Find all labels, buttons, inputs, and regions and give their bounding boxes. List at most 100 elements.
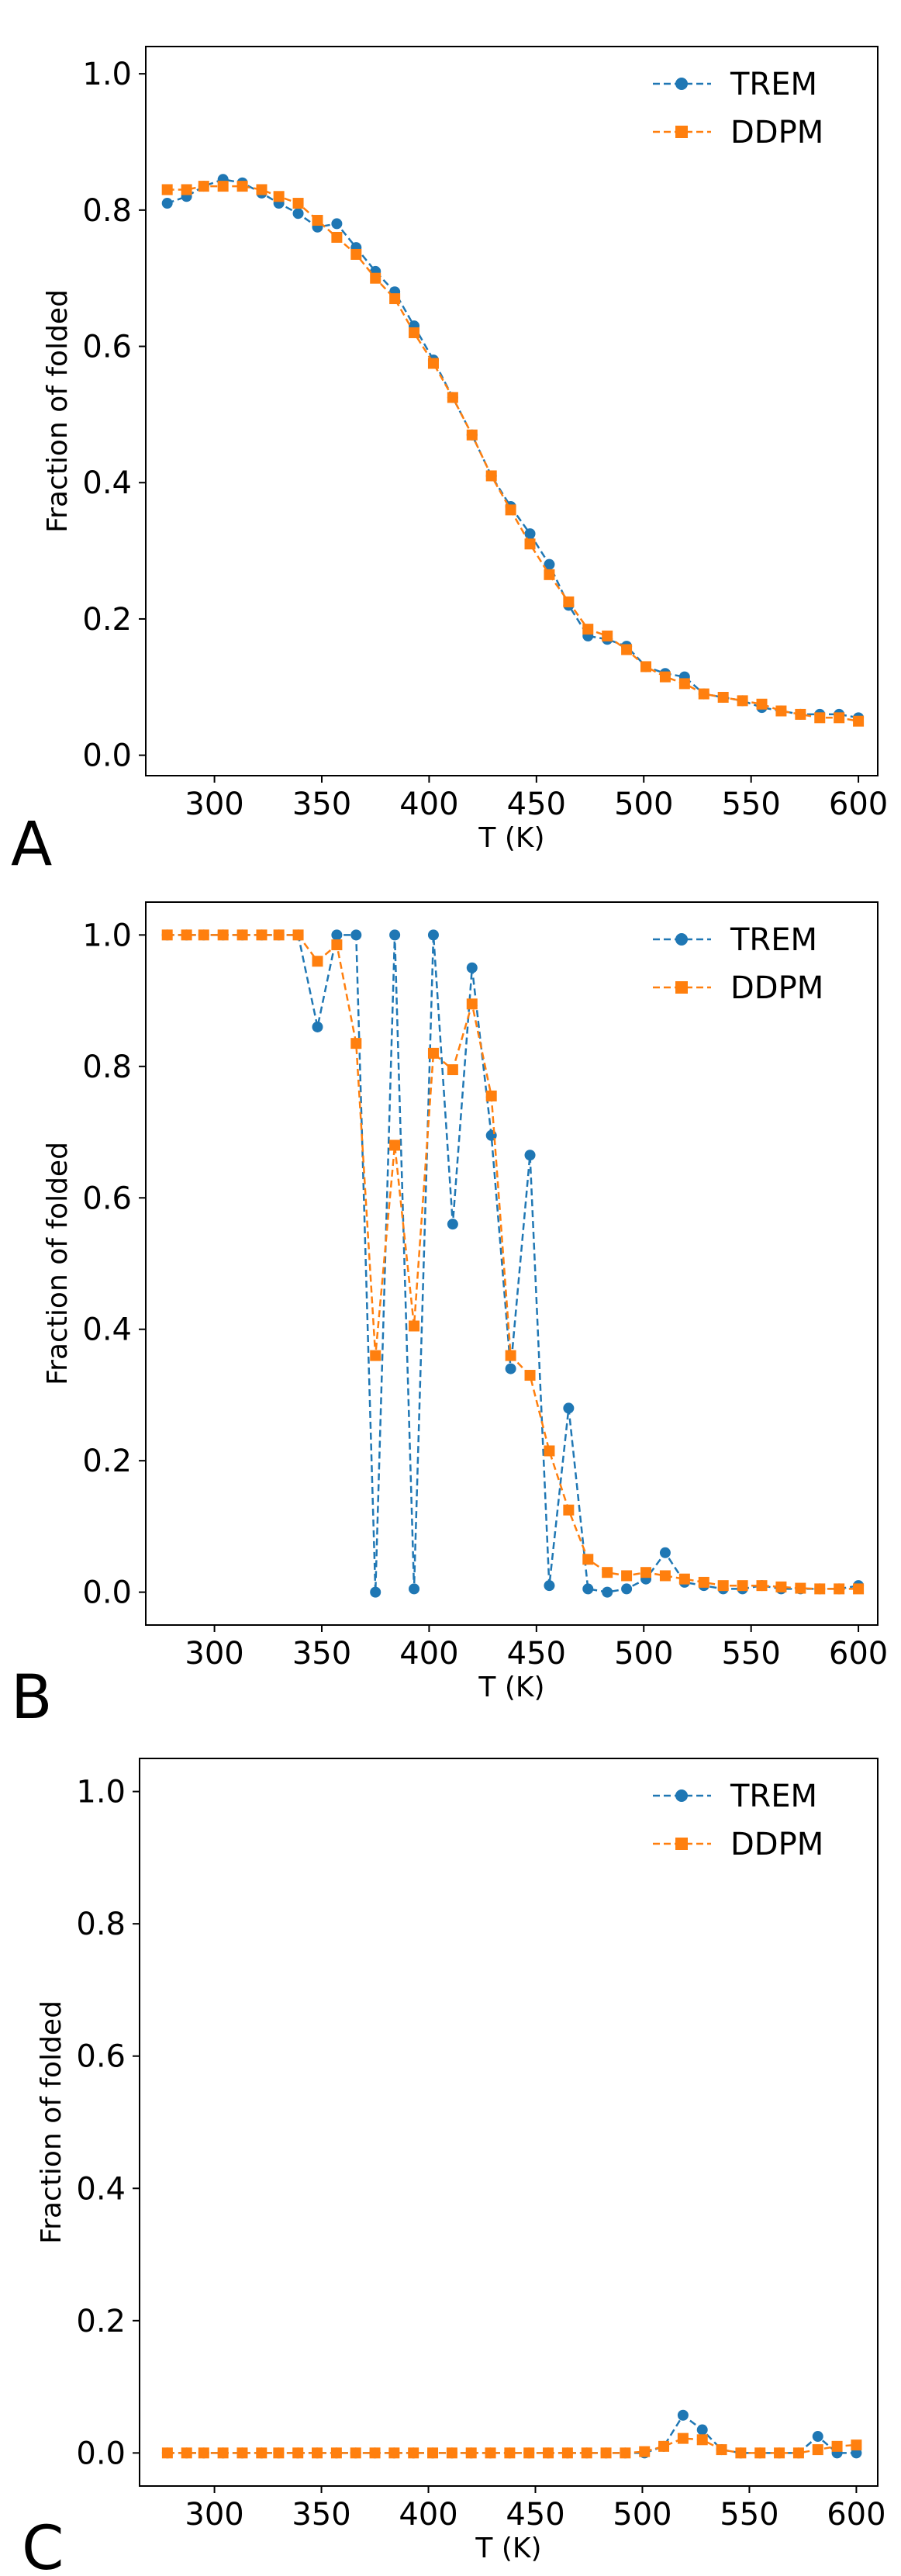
data-point-ddpm xyxy=(350,248,362,260)
data-point-trem xyxy=(447,1219,458,1230)
chart-panel-a: 300 350 400 450 500 550 600 0.0 0.2 0.4 0.6 0.8 1.0 T… xyxy=(11,46,888,880)
y-tick-label: 0.6 xyxy=(76,2039,126,2075)
data-point-ddpm xyxy=(834,712,845,724)
x-axis-label: T (K) xyxy=(475,2533,541,2564)
data-point-ddpm xyxy=(659,671,671,683)
data-point-ddpm xyxy=(737,695,748,707)
x-tick-label: 400 xyxy=(399,2497,457,2533)
data-point-ddpm xyxy=(161,929,173,941)
data-point-ddpm xyxy=(217,181,229,192)
x-tick-label: 500 xyxy=(613,2497,671,2533)
x-tick-label: 500 xyxy=(614,1636,673,1672)
data-point-ddpm xyxy=(524,538,536,550)
legend-marker-trem xyxy=(675,78,688,90)
data-point-trem xyxy=(621,1583,633,1595)
data-point-ddpm xyxy=(485,1090,497,1101)
plot-frame xyxy=(145,901,879,1626)
data-point-trem xyxy=(350,929,362,941)
data-point-trem xyxy=(331,218,343,230)
data-point-ddpm xyxy=(198,929,209,941)
data-point-ddpm xyxy=(582,624,594,635)
plot-frame xyxy=(139,1758,879,2487)
data-point-trem xyxy=(292,208,304,220)
data-point-trem xyxy=(544,558,555,570)
legend-label-trem: TREM xyxy=(730,67,817,102)
data-point-ddpm xyxy=(774,2447,785,2459)
data-point-trem xyxy=(331,929,343,941)
data-point-ddpm xyxy=(716,2444,727,2456)
y-tick-label: 1.0 xyxy=(76,1775,126,1810)
data-point-trem xyxy=(409,1583,420,1595)
x-tick-label: 450 xyxy=(506,2497,564,2533)
data-point-ddpm xyxy=(814,712,826,724)
data-point-ddpm xyxy=(640,661,652,673)
data-point-ddpm xyxy=(485,2447,496,2459)
y-tick-label: 0.2 xyxy=(76,2304,126,2339)
data-point-ddpm xyxy=(331,939,343,951)
data-point-ddpm xyxy=(621,644,633,655)
data-point-ddpm xyxy=(256,184,268,195)
x-tick-label: 350 xyxy=(292,1636,351,1672)
legend-label-trem: TREM xyxy=(730,922,817,958)
data-point-trem xyxy=(677,2409,689,2421)
y-tick-label: 0.8 xyxy=(82,1049,132,1085)
data-point-ddpm xyxy=(678,678,690,690)
data-point-trem xyxy=(161,198,173,209)
data-point-trem xyxy=(544,1580,555,1592)
x-tick-label: 300 xyxy=(185,787,243,822)
data-point-ddpm xyxy=(370,272,381,284)
x-tick-label: 350 xyxy=(292,2497,350,2533)
data-point-ddpm xyxy=(639,2446,651,2457)
data-point-ddpm xyxy=(544,569,555,580)
data-point-trem xyxy=(696,2424,708,2436)
data-point-trem xyxy=(389,929,401,941)
data-point-ddpm xyxy=(678,1573,690,1585)
chart-panel-b: 300 350 400 450 500 550 600 0.0 0.2 0.4 0.6 0.8 1.0 T… xyxy=(11,901,888,1733)
data-point-ddpm xyxy=(696,2434,708,2446)
data-point-ddpm xyxy=(181,2447,192,2459)
data-point-ddpm xyxy=(602,630,613,641)
data-point-ddpm xyxy=(330,2447,342,2459)
data-point-ddpm xyxy=(161,2447,173,2459)
data-point-trem xyxy=(812,2431,823,2443)
data-point-ddpm xyxy=(543,2447,554,2459)
data-point-ddpm xyxy=(409,327,420,338)
data-point-ddpm xyxy=(600,2447,612,2459)
data-point-trem xyxy=(466,962,478,973)
data-point-ddpm xyxy=(256,929,268,941)
data-point-ddpm xyxy=(236,181,248,192)
data-point-ddpm xyxy=(427,2447,439,2459)
data-point-ddpm xyxy=(198,2447,209,2459)
y-tick-label: 0.6 xyxy=(82,1181,132,1216)
x-tick-label: 400 xyxy=(399,1636,458,1672)
legend-label-ddpm: DDPM xyxy=(730,970,823,1006)
x-tick-label: 550 xyxy=(721,1636,780,1672)
panel-letter: B xyxy=(11,1663,53,1733)
y-tick-label: 1.0 xyxy=(82,918,132,953)
data-point-ddpm xyxy=(812,2444,823,2456)
data-point-ddpm xyxy=(256,2447,268,2459)
x-tick-label: 350 xyxy=(292,787,351,822)
data-point-ddpm xyxy=(582,1554,594,1565)
x-tick-label: 550 xyxy=(720,2497,778,2533)
data-point-ddpm xyxy=(388,2447,400,2459)
data-point-ddpm xyxy=(312,215,323,226)
data-point-ddpm xyxy=(698,688,709,700)
chart-panel-c: 300 350 400 450 500 550 600 0.0 0.2 0.4 0.6 0.8 1.0 T… xyxy=(22,1758,886,2576)
y-axis-label: Fraction of folded xyxy=(42,1142,74,1385)
data-point-ddpm xyxy=(350,2447,361,2459)
data-point-ddpm xyxy=(217,929,229,941)
legend-label-trem: TREM xyxy=(730,1779,817,1814)
y-tick-label: 0.8 xyxy=(76,1907,126,1942)
data-point-trem xyxy=(659,1547,671,1558)
legend-marker-ddpm xyxy=(675,126,688,138)
data-point-ddpm xyxy=(658,2440,670,2452)
data-point-ddpm xyxy=(563,596,575,607)
y-tick-label: 0.2 xyxy=(82,1444,132,1479)
legend-marker-ddpm xyxy=(675,981,688,994)
data-point-ddpm xyxy=(465,2447,477,2459)
data-point-ddpm xyxy=(408,2447,419,2459)
legend-label-ddpm: DDPM xyxy=(730,115,823,150)
x-axis-label: T (K) xyxy=(478,1672,544,1703)
data-point-ddpm xyxy=(331,231,343,243)
